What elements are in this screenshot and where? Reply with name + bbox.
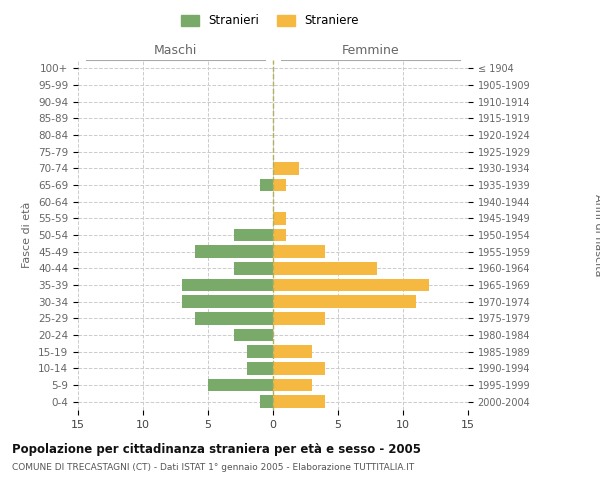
- Bar: [260, 396, 273, 408]
- Bar: [273, 312, 325, 324]
- Bar: [208, 379, 273, 391]
- Bar: [260, 179, 273, 192]
- Bar: [273, 346, 312, 358]
- Bar: [273, 229, 286, 241]
- Bar: [273, 296, 416, 308]
- Bar: [273, 396, 325, 408]
- Bar: [273, 212, 286, 224]
- Text: Femmine: Femmine: [341, 44, 400, 57]
- Y-axis label: Fasce di età: Fasce di età: [22, 202, 32, 268]
- Bar: [273, 279, 429, 291]
- Y-axis label: Anni di nascita: Anni di nascita: [593, 194, 600, 276]
- Text: Maschi: Maschi: [154, 44, 197, 57]
- Bar: [195, 312, 273, 324]
- Bar: [182, 279, 273, 291]
- Text: Popolazione per cittadinanza straniera per età e sesso - 2005: Popolazione per cittadinanza straniera p…: [12, 442, 421, 456]
- Bar: [247, 346, 273, 358]
- Legend: Stranieri, Straniere: Stranieri, Straniere: [178, 11, 362, 31]
- Bar: [273, 179, 286, 192]
- Bar: [234, 229, 273, 241]
- Bar: [273, 362, 325, 374]
- Bar: [273, 162, 299, 174]
- Bar: [234, 262, 273, 274]
- Bar: [273, 379, 312, 391]
- Bar: [273, 262, 377, 274]
- Bar: [247, 362, 273, 374]
- Bar: [195, 246, 273, 258]
- Text: COMUNE DI TRECASTAGNI (CT) - Dati ISTAT 1° gennaio 2005 - Elaborazione TUTTITALI: COMUNE DI TRECASTAGNI (CT) - Dati ISTAT …: [12, 462, 414, 471]
- Bar: [273, 246, 325, 258]
- Bar: [234, 329, 273, 341]
- Bar: [182, 296, 273, 308]
